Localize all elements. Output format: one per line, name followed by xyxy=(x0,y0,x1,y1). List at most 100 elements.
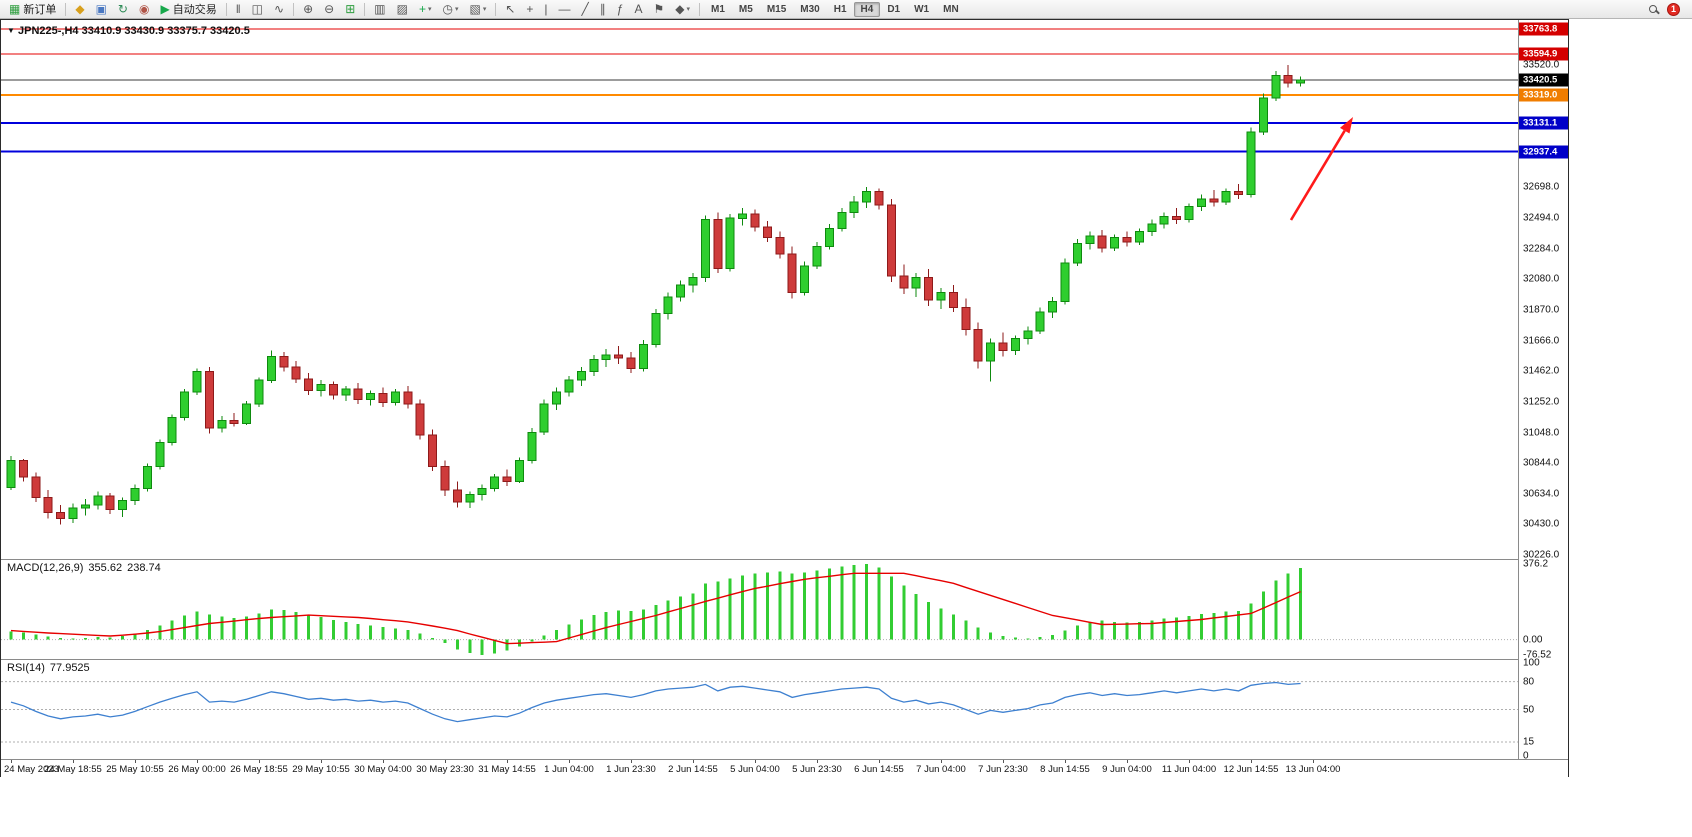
zoom-out-button[interactable]: ⊖ xyxy=(319,1,339,18)
macd-signal-value: 238.74 xyxy=(127,562,161,574)
zoom-in-button[interactable]: ⊕ xyxy=(298,1,318,18)
fibonacci-icon: ƒ xyxy=(616,2,624,16)
timeframe-M15[interactable]: M15 xyxy=(766,3,787,15)
time-tick xyxy=(1127,760,1128,763)
rsi-level-lines xyxy=(1,681,1518,743)
auto-trading-button[interactable]: ▶ 自动交易 xyxy=(155,1,221,18)
time-tick xyxy=(879,760,880,763)
toolbar-separator xyxy=(699,2,700,16)
toolbar-separator xyxy=(293,2,295,16)
macd-scale-label: -76.52 xyxy=(1523,649,1552,661)
time-label: 2 Jun 14:55 xyxy=(668,764,718,775)
time-label: 9 Jun 04:00 xyxy=(1102,764,1152,775)
time-tick xyxy=(197,760,198,763)
time-tick xyxy=(755,760,756,763)
auto-scroll-button[interactable]: ▥ xyxy=(369,1,390,18)
time-label: 29 May 10:55 xyxy=(292,764,350,775)
panel-separator[interactable] xyxy=(1,659,1568,660)
macd-chart-svg[interactable] xyxy=(1,560,1518,659)
timeframe-M1[interactable]: M1 xyxy=(711,3,725,15)
price-tick-label: 32698.0 xyxy=(1523,181,1560,193)
hlines-layer[interactable] xyxy=(1,28,1518,153)
rsi-chart-svg[interactable] xyxy=(1,660,1518,759)
chart-shift-icon: ▨ xyxy=(396,2,408,16)
timeframe-M30[interactable]: M30 xyxy=(800,3,820,15)
refresh-button[interactable]: ↻ xyxy=(113,1,133,18)
label-button[interactable]: ⚑ xyxy=(648,1,669,18)
candlestick-icon: ◫ xyxy=(251,2,264,16)
time-label: 24 May 2023 xyxy=(4,764,59,775)
indicator-plus-icon: + xyxy=(418,2,426,16)
main-chart-svg[interactable] xyxy=(1,20,1518,560)
periods-button[interactable]: ◷ ▾ xyxy=(437,1,463,18)
flag-icon: ⚑ xyxy=(653,2,665,16)
fibonacci-button[interactable]: ƒ xyxy=(612,1,629,18)
price-line-badge: 33594.9 xyxy=(1519,47,1568,61)
line-chart-style-button[interactable]: ∿ xyxy=(269,1,289,18)
notification-badge[interactable]: 1 xyxy=(1667,2,1680,16)
chart-window: ▼ JPN225-,H4 33410.9 33430.9 33375.7 334… xyxy=(0,19,1569,777)
timeframe-D1[interactable]: D1 xyxy=(887,3,901,15)
price-scale[interactable]: 33520.0 32698.0 32494.0 32284.0 32080.0 31870… xyxy=(1518,20,1568,777)
search-icon[interactable] xyxy=(1649,5,1657,13)
time-tick xyxy=(1313,760,1314,763)
chart-shift-button[interactable]: ▨ xyxy=(392,1,413,18)
new-order-button[interactable]: ▦ 新订单 xyxy=(4,1,61,18)
cursor-button[interactable]: ↖ xyxy=(500,1,520,18)
text-button[interactable]: A xyxy=(629,1,647,18)
time-tick xyxy=(135,760,136,763)
hline-icon: — xyxy=(558,2,571,16)
bar-chart-style-button[interactable]: ‖ xyxy=(231,1,246,18)
candlestick-style-button[interactable]: ◫ xyxy=(247,1,268,18)
time-tick xyxy=(383,760,384,763)
time-tick xyxy=(817,760,818,763)
price-tick-label: 32494.0 xyxy=(1523,212,1560,224)
timeframe-M5[interactable]: M5 xyxy=(738,3,753,15)
toolbar-button-label: 新订单 xyxy=(23,4,57,16)
cursor-icon: ↖ xyxy=(505,2,516,16)
price-tick-label: 30634.0 xyxy=(1523,488,1560,500)
price-line-badge: 33319.0 xyxy=(1519,88,1568,102)
time-label: 6 Jun 14:55 xyxy=(854,764,904,775)
time-label: 26 May 00:00 xyxy=(168,764,226,775)
timeframe-W1[interactable]: W1 xyxy=(914,3,930,15)
timeframe-H1[interactable]: H1 xyxy=(833,3,847,15)
timeframe-MN[interactable]: MN xyxy=(943,3,959,15)
panel-separator[interactable] xyxy=(1,559,1568,560)
profiles-button[interactable]: ▣ xyxy=(91,1,112,18)
templates-button[interactable]: ▧ ▾ xyxy=(464,1,491,18)
candles-icon: ▦ xyxy=(9,2,21,16)
price-tick-label: 32284.0 xyxy=(1523,243,1560,255)
toolbar-separator xyxy=(364,2,366,16)
indicators-button[interactable]: + ▾ xyxy=(414,1,437,18)
price-line-badge: 33420.5 xyxy=(1519,73,1568,87)
channel-button[interactable]: ∥ xyxy=(595,1,611,18)
toolbar-separator xyxy=(495,2,497,16)
tile-icon: ⊞ xyxy=(345,2,356,16)
arrow-annotation[interactable] xyxy=(1289,117,1353,221)
toolbar-button-label: 自动交易 xyxy=(172,4,217,16)
time-tick xyxy=(445,760,446,763)
dropdown-arrow-icon: ▾ xyxy=(686,6,690,13)
fullscreen-button[interactable]: ◉ xyxy=(134,1,154,18)
time-tick xyxy=(693,760,694,763)
crosshair-button[interactable]: + xyxy=(521,1,538,18)
time-tick xyxy=(321,760,322,763)
collapse-icon[interactable]: ▼ xyxy=(7,26,15,35)
vertical-line-button[interactable]: | xyxy=(539,1,552,18)
tile-windows-button[interactable]: ⊞ xyxy=(340,1,360,18)
trendline-button[interactable]: ╱ xyxy=(577,1,594,18)
new-chart-button[interactable]: ◆ xyxy=(70,1,89,18)
channel-icon: ∥ xyxy=(599,2,606,16)
time-axis[interactable]: 24 May 2023 24 May 18:55 25 May 10:55 26 Ma… xyxy=(1,759,1568,777)
new-chart-icon: ◆ xyxy=(75,2,85,16)
price-line-badge: 32937.4 xyxy=(1519,145,1568,159)
candles-layer[interactable] xyxy=(6,65,1306,525)
rsi-line xyxy=(10,681,1301,723)
timeframe-H4[interactable]: H4 xyxy=(853,1,881,17)
time-label: 26 May 18:55 xyxy=(230,764,288,775)
shapes-button[interactable]: ◆ ▾ xyxy=(670,1,695,18)
macd-scale-label: 376.2 xyxy=(1523,558,1549,570)
horizontal-line-button[interactable]: — xyxy=(554,1,576,18)
price-tick-label: 30844.0 xyxy=(1523,457,1560,469)
